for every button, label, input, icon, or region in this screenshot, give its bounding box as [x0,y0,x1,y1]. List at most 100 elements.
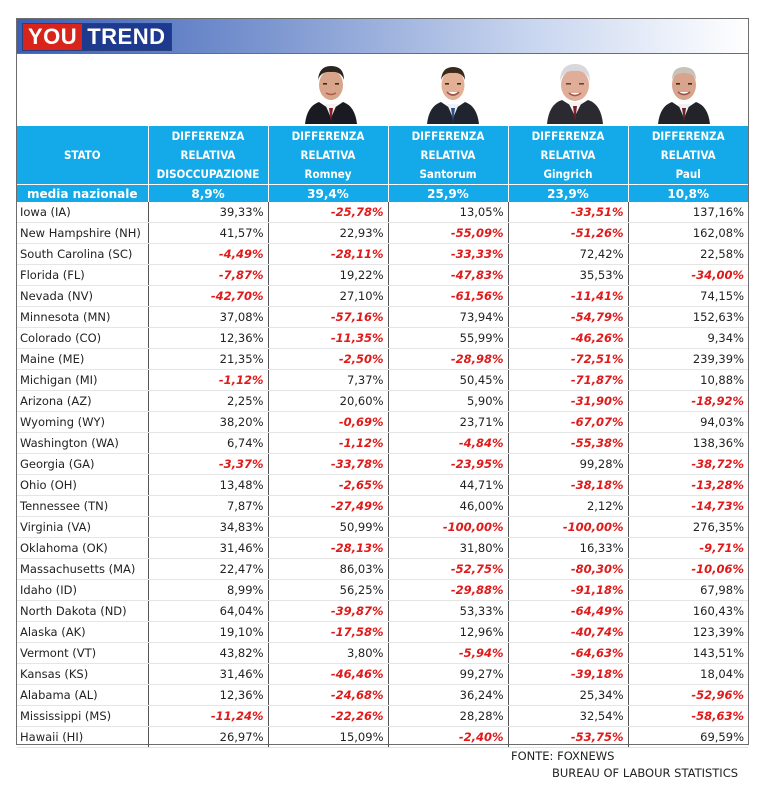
value-cell: -53,75% [508,726,629,748]
value-cell: 34,83% [148,516,269,538]
value-cell: 43,82% [148,642,269,664]
youtrend-logo: YOU TREND [22,23,173,51]
value-cell: -42,70% [148,285,269,307]
header-line: DIFFERENZA [291,128,365,143]
value-cell: -33,33% [388,243,509,265]
value-cell: 25,34% [508,684,629,706]
value-cell: 7,87% [148,495,269,517]
header-line: RELATIVA [300,147,356,162]
average-cell: 10,8% [628,184,748,202]
state-cell: Kansas (KS) [17,663,149,685]
state-cell: Virginia (VA) [17,516,149,538]
average-cell: 39,4% [268,184,389,202]
value-cell: -2,50% [268,348,389,370]
value-cell: 46,00% [388,495,509,517]
header-line: DIFFERENZA [651,128,725,143]
header-disoccupazione: DIFFERENZA RELATIVA DISOCCUPAZIONE [148,126,269,185]
value-cell: -2,65% [268,474,389,496]
value-cell: -1,12% [268,432,389,454]
state-cell: Wyoming (WY) [17,411,149,433]
value-cell: -51,26% [508,222,629,244]
table-row: Mississippi (MS) -11,24% -22,26% 28,28% 32,5… [17,705,748,727]
header-label: STATO [63,147,101,162]
value-cell: -10,06% [628,558,748,580]
paul-portrait-icon [656,58,712,124]
value-cell: 26,97% [148,726,269,748]
value-cell: -33,51% [508,202,629,223]
value-cell: 5,90% [388,390,509,412]
value-cell: -58,63% [628,705,748,727]
national-average-row: media nazionale 8,9% 39,4% 25,9% 23,9% 1… [17,184,748,202]
state-cell: New Hampshire (NH) [17,222,149,244]
value-cell: 160,43% [628,600,748,622]
state-cell: Tennessee (TN) [17,495,149,517]
average-cell: 25,9% [388,184,509,202]
header-line: RELATIVA [660,147,716,162]
value-cell: -11,24% [148,705,269,727]
value-cell: -27,49% [268,495,389,517]
state-cell: Ohio (OH) [17,474,149,496]
value-cell: -72,51% [508,348,629,370]
header-line: Gingrich [543,166,593,181]
value-cell: 31,46% [148,663,269,685]
header-stato: STATO [17,126,149,185]
value-cell: 38,20% [148,411,269,433]
state-cell: Hawaii (HI) [17,726,149,748]
value-cell: -3,37% [148,453,269,475]
value-cell: -100,00% [388,516,509,538]
value-cell: -55,09% [388,222,509,244]
state-cell: Maine (ME) [17,348,149,370]
value-cell: 37,08% [148,306,269,328]
value-cell: 13,05% [388,202,509,223]
table-row: Minnesota (MN) 37,08% -57,16% 73,94% -54,79%… [17,306,748,328]
value-cell: -14,73% [628,495,748,517]
value-cell: -34,00% [628,264,748,286]
value-cell: 31,80% [388,537,509,559]
value-cell: -61,56% [388,285,509,307]
value-cell: -39,18% [508,663,629,685]
value-cell: 69,59% [628,726,748,748]
value-cell: 143,51% [628,642,748,664]
value-cell: -13,28% [628,474,748,496]
value-cell: -2,40% [388,726,509,748]
santorum-portrait-icon [425,58,481,124]
state-cell: North Dakota (ND) [17,600,149,622]
value-cell: -0,69% [268,411,389,433]
header-gingrich: DIFFERENZA RELATIVA Gingrich [508,126,629,185]
value-cell: 55,99% [388,327,509,349]
results-table: STATO DIFFERENZA RELATIVA DISOCCUPAZIONE… [17,126,748,748]
value-cell: -1,12% [148,369,269,391]
table-row: Hawaii (HI) 26,97% 15,09% -2,40% -53,75% 69,5… [17,726,748,748]
value-cell: -57,16% [268,306,389,328]
value-cell: 22,58% [628,243,748,265]
state-cell: Idaho (ID) [17,579,149,601]
table-row: Virginia (VA) 34,83% 50,99% -100,00% -100,00… [17,516,748,538]
state-cell: Nevada (NV) [17,285,149,307]
value-cell: -38,72% [628,453,748,475]
table-row: Ohio (OH) 13,48% -2,65% 44,71% -38,18% -13,28… [17,474,748,496]
value-cell: -5,94% [388,642,509,664]
value-cell: 35,53% [508,264,629,286]
value-cell: 239,39% [628,348,748,370]
value-cell: 50,45% [388,369,509,391]
value-cell: 44,71% [388,474,509,496]
value-cell: -52,96% [628,684,748,706]
value-cell: 12,36% [148,327,269,349]
value-cell: 56,25% [268,579,389,601]
header-line: DISOCCUPAZIONE [156,166,260,181]
value-cell: 86,03% [268,558,389,580]
value-cell: 2,25% [148,390,269,412]
value-cell: 67,98% [628,579,748,601]
state-cell: Arizona (AZ) [17,390,149,412]
value-cell: -64,49% [508,600,629,622]
table-row: Tennessee (TN) 7,87% -27,49% 46,00% 2,12% -14… [17,495,748,517]
value-cell: 7,37% [268,369,389,391]
value-cell: 27,10% [268,285,389,307]
value-cell: -24,68% [268,684,389,706]
value-cell: 162,08% [628,222,748,244]
header-paul: DIFFERENZA RELATIVA Paul [628,126,748,185]
value-cell: -55,38% [508,432,629,454]
table-row: Oklahoma (OK) 31,46% -28,13% 31,80% 16,33% -9… [17,537,748,559]
value-cell: 20,60% [268,390,389,412]
table-row: Kansas (KS) 31,46% -46,46% 99,27% -39,18% 18,… [17,663,748,685]
